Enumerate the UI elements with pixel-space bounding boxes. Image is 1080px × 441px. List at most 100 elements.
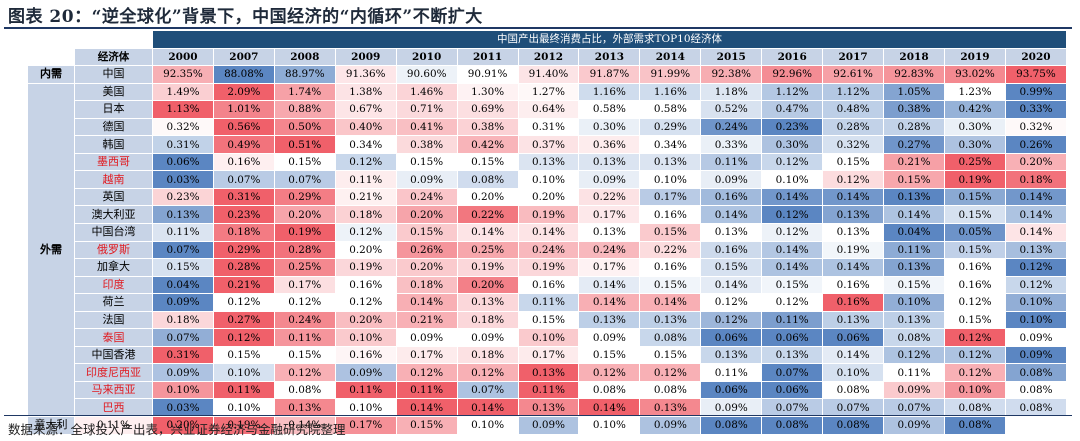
data-cell: 1.05% <box>883 82 945 102</box>
data-cell: 0.13% <box>578 310 641 330</box>
data-cell: 0.12% <box>700 293 763 312</box>
data-cell: 0.08% <box>700 416 763 435</box>
economy-name: 日本 <box>74 100 153 119</box>
data-cell: 0.15% <box>943 240 1006 260</box>
data-cell: 0.10% <box>822 363 885 382</box>
data-cell: 0.14% <box>1004 223 1068 242</box>
data-cell: 0.12% <box>943 328 1006 347</box>
data-cell: 0.28% <box>822 117 885 137</box>
data-cell: 0.16% <box>700 187 763 207</box>
data-cell: 0.12% <box>456 363 519 382</box>
economy-name: 印度尼西亚 <box>74 363 153 382</box>
table-row: 墨西哥 0.06% 0.16% 0.15% 0.12% 0.15% 0.15% 0.13% 0.… <box>28 152 1068 172</box>
data-cell: 2.09% <box>212 82 275 102</box>
data-cell: 0.13% <box>700 223 763 242</box>
page-title: 图表 20：“逆全球化”背景下，中国经济的“内循环”不断扩大 <box>8 7 483 27</box>
data-cell: 0.10% <box>212 363 275 382</box>
data-cell: 0.14% <box>395 293 458 312</box>
data-cell: 93.02% <box>943 65 1006 84</box>
data-cell: 0.58% <box>639 100 702 119</box>
data-cell: 0.06% <box>700 380 763 400</box>
data-cell: 1.12% <box>822 82 885 102</box>
data-cell: 0.34% <box>639 135 702 154</box>
economy-name: 德国 <box>74 117 153 137</box>
data-cell: 0.24% <box>517 240 580 260</box>
data-cell: 0.10% <box>152 380 214 400</box>
data-cell: 0.21% <box>212 275 275 295</box>
data-cell: 0.12% <box>943 293 1006 312</box>
data-cell: 0.13% <box>883 258 945 277</box>
economy-name: 法国 <box>74 310 153 330</box>
data-cell: 0.12% <box>578 363 641 382</box>
data-cell: 0.12% <box>273 363 336 382</box>
data-cell: 0.17% <box>578 205 641 225</box>
data-cell: 0.13% <box>700 345 763 365</box>
data-cell: 0.23% <box>152 187 214 207</box>
data-cell: 0.31% <box>212 187 275 207</box>
data-cell: 0.09% <box>456 328 519 347</box>
data-cell: 91.36% <box>334 65 397 84</box>
data-cell: 0.24% <box>700 117 763 137</box>
data-cell: 1.74% <box>273 82 336 102</box>
data-cell: 0.20% <box>456 187 519 207</box>
data-cell: 0.21% <box>883 152 945 172</box>
data-cell: 0.15% <box>639 275 702 295</box>
data-cell: 0.15% <box>639 345 702 365</box>
table-row: 德国 0.32% 0.56% 0.50% 0.40% 0.41% 0.38% 0.31% 0.3… <box>28 117 1068 137</box>
data-cell: 0.18% <box>1004 170 1068 189</box>
data-cell: 0.13% <box>578 223 641 242</box>
economy-name: 墨西哥 <box>74 152 153 172</box>
data-cell: 0.24% <box>395 187 458 207</box>
table-banner: 中国产出最终消费占比，外部需求TOP10经济体 <box>152 30 1067 49</box>
data-cell: 0.13% <box>639 398 702 418</box>
data-cell: 0.17% <box>334 416 397 435</box>
data-cell: 0.11% <box>74 416 153 435</box>
data-cell: 91.87% <box>578 65 641 84</box>
table-row: 意大利 0.11% 0.20% 0.19% 0.14% 0.17% 0.15% 0.10% 0.… <box>27 416 1067 435</box>
data-cell: 0.09% <box>1004 345 1068 365</box>
data-cell: 0.28% <box>273 240 336 260</box>
data-cell: 0.28% <box>212 258 275 277</box>
data-cell: 0.11% <box>212 380 275 400</box>
data-cell: 0.19% <box>517 205 580 225</box>
data-cell: 1.46% <box>395 82 458 102</box>
data-cell: 0.64% <box>517 100 580 119</box>
year-header: 2018 <box>883 47 945 67</box>
data-cell: 0.03% <box>152 398 214 418</box>
data-cell: 0.06% <box>761 380 824 400</box>
data-cell: 0.09% <box>334 363 397 382</box>
data-cell: 0.12% <box>1004 275 1068 295</box>
data-cell: 0.47% <box>761 100 824 119</box>
data-cell: 0.20% <box>1004 152 1068 172</box>
data-cell: 90.91% <box>456 65 519 84</box>
data-cell: 0.09% <box>883 380 945 400</box>
data-cell: 0.25% <box>273 258 336 277</box>
data-cell: 0.10% <box>334 398 397 418</box>
data-cell: 0.16% <box>943 258 1006 277</box>
year-header: 2000 <box>152 47 214 67</box>
data-cell: 0.06% <box>822 328 885 347</box>
data-cell: 1.16% <box>639 82 702 102</box>
data-cell: 0.14% <box>639 293 702 312</box>
data-cell: 0.12% <box>1004 258 1068 277</box>
data-cell: 88.08% <box>212 65 275 84</box>
table-row: 外需 美国 1.49% 2.09% 1.74% 1.38% 1.46% 1.30% 1.27% 1… <box>27 82 1068 418</box>
data-cell: 0.14% <box>700 275 763 295</box>
data-cell: 0.20% <box>152 416 214 435</box>
data-cell: 0.08% <box>883 328 945 347</box>
data-cell: 0.11% <box>700 152 763 172</box>
data-cell: 0.19% <box>456 258 519 277</box>
table-row: 俄罗斯 0.07% 0.29% 0.28% 0.20% 0.26% 0.25% 0.24% 0.… <box>28 240 1068 260</box>
data-cell: 0.19% <box>273 223 336 242</box>
data-cell: 0.14% <box>761 258 824 277</box>
data-cell: 0.16% <box>639 258 702 277</box>
data-cell: 0.16% <box>822 275 885 295</box>
data-cell: 0.09% <box>152 363 214 382</box>
data-cell: 0.15% <box>883 275 945 295</box>
data-cell: 0.10% <box>1004 293 1068 312</box>
data-cell: 0.12% <box>273 293 336 312</box>
data-cell: 0.07% <box>761 398 824 418</box>
data-cell: 0.13% <box>152 205 214 225</box>
heatmap-table: 中国产出最终消费占比，外部需求TOP10经济体 经济体 2000 2007 2008 20… <box>27 30 1068 435</box>
data-cell: 0.09% <box>578 170 641 189</box>
